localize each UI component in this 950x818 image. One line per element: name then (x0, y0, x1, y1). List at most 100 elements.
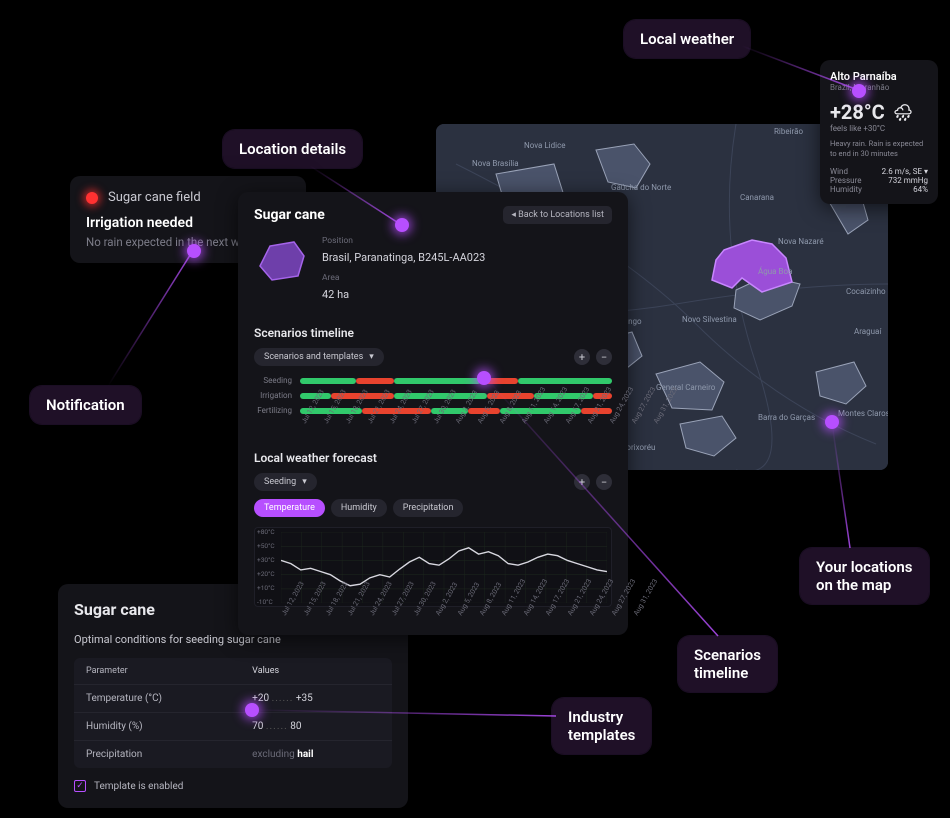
pointer-dot (187, 244, 201, 258)
gantt-segment (518, 378, 612, 384)
field-polygon-icon (254, 236, 308, 284)
tab-temperature[interactable]: Temperature (254, 499, 325, 517)
gantt-segment (356, 378, 393, 384)
callout-text-l2: timeline (694, 664, 761, 682)
section-title-forecast: Local weather forecast (254, 451, 612, 465)
weather-feels-like: feels like +30°C (830, 124, 928, 133)
map-label: Nova Brasília (472, 159, 519, 168)
chevron-down-icon: ▾ (302, 477, 307, 487)
cell-parameter: Temperature (°C) (86, 693, 252, 704)
detail-title: Sugar cane (254, 207, 325, 223)
gantt-row-label: Irrigation (254, 391, 292, 400)
map-label: Água Boa (758, 267, 792, 276)
add-button[interactable]: + (574, 349, 590, 365)
card-location-detail: Sugar cane ◂ Back to Locations list Posi… (238, 192, 628, 635)
gantt-row-label: Seeding (254, 376, 292, 385)
gantt-row-label: Fertilizing (254, 406, 292, 415)
dropdown-scenarios[interactable]: Scenarios and templates ▾ (254, 348, 384, 366)
notification-tag: Sugar cane field (108, 190, 201, 205)
table-row: Humidity (%)70 ...... 80 (74, 713, 392, 741)
checkbox-template-enabled[interactable]: ✓ Template is enabled (74, 780, 392, 792)
table-row: Precipitationexcluding hail (74, 741, 392, 768)
callout-text-l1: Your locations (816, 558, 913, 576)
dropdown-label: Seeding (264, 477, 296, 487)
back-button-label: Back to Locations list (518, 210, 604, 220)
pointer-dot (852, 84, 866, 98)
table-header-parameter: Parameter (86, 666, 252, 676)
pointer-dot (825, 415, 839, 429)
cell-values: +20 ...... +35 (252, 693, 380, 704)
callout-notification: Notification (30, 386, 141, 424)
callout-industry-templates: Industry templates (552, 698, 651, 754)
check-icon: ✓ (74, 780, 86, 792)
axis-tick: +80°C (257, 528, 275, 536)
card-local-weather: Alto Parnaíba Brazil, Maranhão +28°C 🌧 f… (820, 60, 938, 204)
map-label: Montes Claros de Goiás (838, 409, 888, 418)
section-title-scenarios: Scenarios timeline (254, 326, 612, 340)
value-humidity: 64% (913, 185, 928, 194)
pointer-dot (245, 703, 259, 717)
tab-precipitation[interactable]: Precipitation (393, 499, 464, 517)
map-label: Nova Nazaré (778, 237, 824, 246)
gantt-x-axis: Jul 12, 2023Jul 15, 2023Jul 18, 2023Jul … (300, 421, 612, 429)
tab-humidity[interactable]: Humidity (331, 499, 387, 517)
cell-values: 70 ...... 80 (252, 721, 380, 732)
label-area: Area (322, 273, 485, 283)
gantt-segment (394, 378, 481, 384)
weather-region: Brazil, Maranhão (830, 83, 928, 92)
rain-cloud-icon: 🌧 (893, 103, 913, 122)
axis-tick: Aug 27, 2023 (610, 594, 628, 617)
gantt-track (300, 408, 612, 414)
checkbox-label: Template is enabled (94, 781, 183, 792)
remove-button[interactable]: − (596, 474, 612, 490)
add-button[interactable]: + (574, 474, 590, 490)
callout-text: Notification (46, 396, 125, 414)
weather-city: Alto Parnaíba (830, 70, 928, 83)
axis-tick: +30°C (257, 556, 275, 564)
chevron-down-icon: ▾ (369, 352, 374, 362)
gantt-track (300, 378, 612, 384)
map-label: Novo Silvestina (682, 315, 737, 324)
table-row: Temperature (°C)+20 ...... +35 (74, 685, 392, 713)
pointer-dot (477, 371, 491, 385)
label-humidity: Humidity (830, 185, 862, 194)
callout-text-l2: templates (568, 726, 635, 744)
map-label: Cocaizinho (846, 287, 886, 296)
callout-your-locations: Your locations on the map (800, 548, 929, 604)
axis-tick: +20°C (257, 570, 275, 578)
axis-tick: +10°C (257, 584, 275, 592)
axis-tick: -10°C (257, 598, 275, 606)
alert-dot-icon (86, 192, 98, 204)
map-label: Canarana (740, 193, 774, 202)
gantt-row: Seeding (254, 376, 612, 385)
value-area: 42 ha (322, 288, 349, 301)
callout-scenarios-timeline: Scenarios timeline (678, 636, 777, 692)
map-label: Gaúcha do Norte (611, 183, 671, 192)
cell-values: excluding hail (252, 749, 380, 760)
remove-button[interactable]: − (596, 349, 612, 365)
callout-text-l1: Scenarios (694, 646, 761, 664)
label-wind: Wind (830, 167, 848, 176)
pointer-dot (395, 218, 409, 232)
map-label: Nova Lidice (524, 141, 566, 150)
forecast-tabs: Temperature Humidity Precipitation (254, 499, 612, 517)
dropdown-label: Scenarios and templates (264, 352, 363, 362)
dropdown-forecast[interactable]: Seeding ▾ (254, 473, 317, 491)
template-table: Parameter Values Temperature (°C)+20 ...… (74, 658, 392, 768)
axis-tick: Aug 31, 2023 (632, 594, 650, 617)
callout-location-details: Location details (223, 130, 362, 168)
value-wind: 2.6 m/s, SE ▾ (882, 167, 928, 176)
table-header-values: Values (252, 666, 380, 676)
callout-local-weather: Local weather (624, 20, 750, 58)
callout-text: Local weather (640, 30, 734, 48)
weather-temp: +28°C (830, 100, 885, 124)
value-position: Brasil, Paranatinga, B245L-AA023 (322, 251, 485, 264)
map-label: Araguaí (854, 327, 882, 336)
forecast-x-axis: Jul 12, 2023Jul 15, 2023Jul 18, 2023Jul … (280, 613, 612, 621)
label-pressure: Pressure (830, 176, 861, 185)
gantt-segment (300, 378, 356, 384)
axis-tick: +50°C (257, 542, 275, 550)
label-position: Position (322, 236, 485, 246)
back-button[interactable]: ◂ Back to Locations list (503, 206, 612, 224)
cell-parameter: Humidity (%) (86, 721, 252, 732)
